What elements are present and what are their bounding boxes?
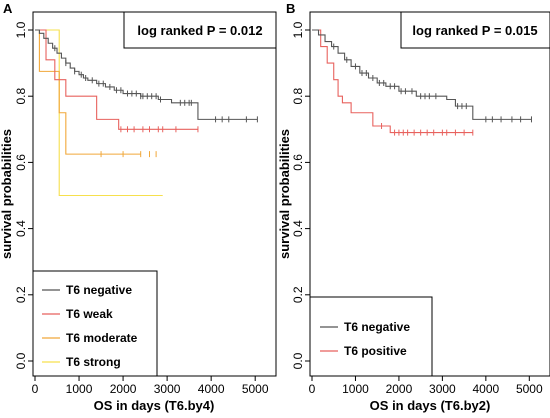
legend-label: T6 positive bbox=[344, 344, 407, 358]
y-tick-label: 0.2 bbox=[291, 286, 305, 303]
x-tick-label: 0 bbox=[309, 382, 316, 396]
x-tick-label: 1000 bbox=[66, 382, 93, 396]
series-layer bbox=[312, 29, 532, 136]
x-tick-label: 2000 bbox=[386, 382, 413, 396]
stat-text: log ranked P = 0.012 bbox=[137, 23, 262, 38]
y-tick-label: 0.6 bbox=[291, 154, 305, 171]
x-tick-label: 5000 bbox=[516, 382, 543, 396]
x-axis-title: OS in days (T6.by4) bbox=[94, 398, 215, 413]
legend: T6 negative T6 weak T6 moderate T6 strong bbox=[32, 270, 158, 377]
stat-box: log ranked P = 0.012 bbox=[123, 11, 277, 49]
series-layer bbox=[35, 29, 258, 197]
panel-b: B 0 1000 2000 3000 4000 5000 0.0 0.2 0.4 0.6 0.8 1.… bbox=[277, 1, 550, 413]
y-axis-title: survival probabilities bbox=[0, 129, 14, 259]
y-tick-label: 0.0 bbox=[291, 352, 305, 369]
x-tick-label: 5000 bbox=[242, 382, 269, 396]
y-tick-label: 1.0 bbox=[14, 21, 28, 38]
axis-ticks: 0 1000 2000 3000 4000 5000 0.0 0.2 0.4 0.6 0.8 1.0 bbox=[291, 21, 543, 396]
legend-label: T6 weak bbox=[66, 307, 113, 321]
y-tick-label: 0.2 bbox=[14, 286, 28, 303]
legend-label: T6 negative bbox=[66, 283, 132, 297]
y-tick-label: 0.6 bbox=[14, 154, 28, 171]
stat-box-frame bbox=[400, 11, 550, 49]
axis-ticks: 0 1000 2000 3000 4000 5000 0.0 0.2 0.4 0.6 0.8 1.0 bbox=[14, 21, 269, 396]
x-tick-label: 3000 bbox=[154, 382, 181, 396]
y-tick-label: 0.0 bbox=[14, 352, 28, 369]
x-tick-label: 4000 bbox=[472, 382, 499, 396]
km-curve-0 bbox=[312, 29, 532, 120]
panel-letter: A bbox=[3, 1, 13, 16]
legend-label: T6 negative bbox=[344, 320, 410, 334]
x-tick-label: 0 bbox=[32, 382, 39, 396]
legend-label: T6 moderate bbox=[66, 331, 138, 345]
x-tick-label: 4000 bbox=[198, 382, 225, 396]
y-tick-label: 1.0 bbox=[291, 21, 305, 38]
legend-frame bbox=[32, 270, 158, 377]
y-tick-label: 0.4 bbox=[14, 220, 28, 237]
legend-label: T6 strong bbox=[66, 355, 121, 369]
km-curve-2 bbox=[35, 29, 141, 155]
panel-letter: B bbox=[286, 1, 295, 16]
x-tick-label: 3000 bbox=[429, 382, 456, 396]
x-axis-title: OS in days (T6.by2) bbox=[370, 398, 491, 413]
y-tick-label: 0.4 bbox=[291, 220, 305, 237]
legend: T6 negative T6 positive bbox=[309, 296, 433, 377]
km-curve-1 bbox=[35, 29, 198, 130]
km-curve-1 bbox=[312, 29, 473, 134]
x-tick-label: 1000 bbox=[342, 382, 369, 396]
y-tick-label: 0.8 bbox=[14, 88, 28, 105]
y-tick-label: 0.8 bbox=[291, 88, 305, 105]
x-tick-label: 2000 bbox=[110, 382, 137, 396]
stat-text: log ranked P = 0.015 bbox=[412, 23, 537, 38]
legend-frame bbox=[309, 296, 433, 377]
panel-a: A 0 1000 2000 3000 4000 5000 0.0 0.2 0.4 0.6 0.8 1.… bbox=[0, 1, 277, 413]
stat-box: log ranked P = 0.015 bbox=[400, 11, 550, 49]
y-axis-title: survival probabilities bbox=[277, 129, 292, 259]
stat-box-frame bbox=[123, 11, 277, 49]
km-curve-3 bbox=[35, 29, 163, 197]
